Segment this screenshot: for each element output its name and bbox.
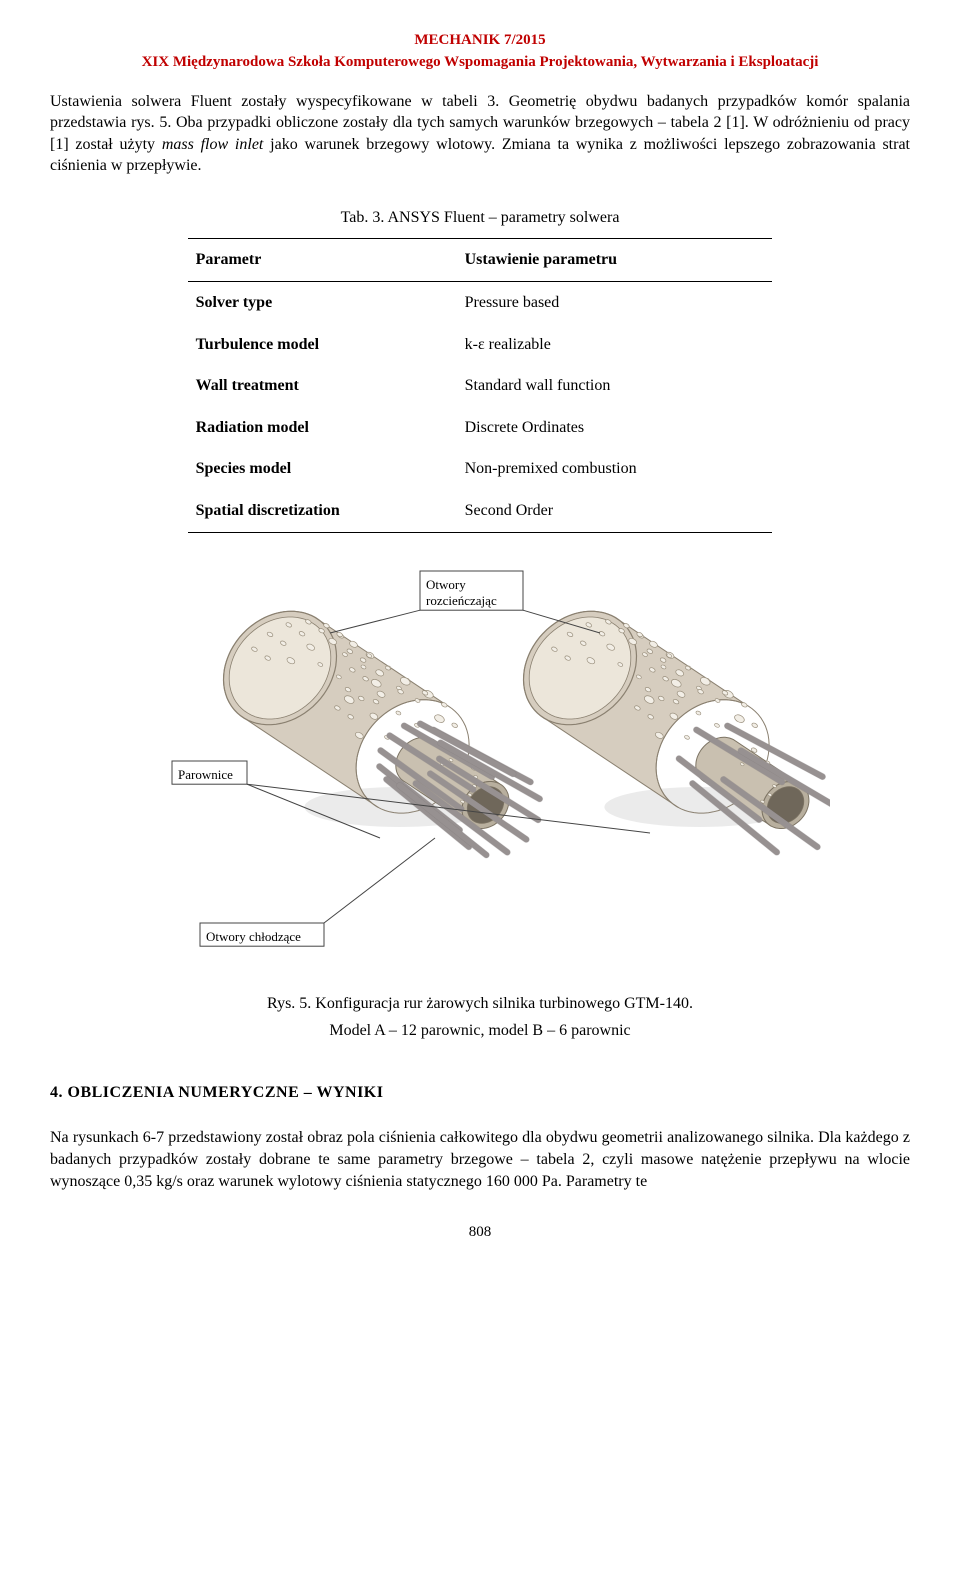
figure-caption-2: Model A – 12 parownic, model B – 6 parow…	[50, 1020, 910, 1042]
table-cell: Turbulence model	[188, 324, 457, 366]
table-cell: Radiation model	[188, 407, 457, 449]
table-header-row: Parametr Ustawienie parametru	[188, 239, 773, 282]
svg-text:rozcieńczając: rozcieńczając	[426, 593, 497, 608]
figure-caption-1: Rys. 5. Konfiguracja rur żarowych silnik…	[50, 993, 910, 1015]
svg-text:Otwory: Otwory	[426, 577, 466, 592]
parameters-table: Parametr Ustawienie parametru Solver typ…	[188, 238, 773, 532]
table-row: Spatial discretization Second Order	[188, 490, 773, 532]
svg-text:Parownice: Parownice	[178, 767, 233, 782]
table-caption: Tab. 3. ANSYS Fluent – parametry solwera	[50, 207, 910, 229]
table-cell: Spatial discretization	[188, 490, 457, 532]
table-cell: Non-premixed combustion	[457, 448, 773, 490]
paragraph-2: Na rysunkach 6-7 przedstawiony został ob…	[50, 1127, 910, 1192]
svg-text:Otwory chłodzące: Otwory chłodzące	[206, 929, 301, 944]
table-row: Wall treatment Standard wall function	[188, 365, 773, 407]
section-title: 4. OBLICZENIA NUMERYCZNE – WYNIKI	[50, 1082, 910, 1104]
page-number: 808	[50, 1222, 910, 1242]
table-head-left: Parametr	[188, 239, 457, 282]
table-cell: Solver type	[188, 282, 457, 324]
table-cell: Second Order	[457, 490, 773, 532]
para1-italic: mass flow inlet	[162, 136, 264, 153]
figure-5: Otworyrozcieńczając Parownice Otwory chłod…	[50, 563, 910, 983]
paragraph-1: Ustawienia solwera Fluent zostały wyspec…	[50, 91, 910, 177]
table-row: Turbulence model k-ε realizable	[188, 324, 773, 366]
journal-header-subtitle: XIX Międzynarodowa Szkoła Komputerowego …	[50, 52, 910, 72]
journal-header-title: MECHANIK 7/2015	[50, 30, 910, 50]
table-cell: Pressure based	[457, 282, 773, 324]
table-cell: Wall treatment	[188, 365, 457, 407]
figure-svg: Otworyrozcieńczając Parownice Otwory chłod…	[130, 563, 830, 983]
table-cell: k-ε realizable	[457, 324, 773, 366]
table-head-right: Ustawienie parametru	[457, 239, 773, 282]
table-row: Species model Non-premixed combustion	[188, 448, 773, 490]
table-cell: Species model	[188, 448, 457, 490]
table-cell: Standard wall function	[457, 365, 773, 407]
table-row: Solver type Pressure based	[188, 282, 773, 324]
table-row: Radiation model Discrete Ordinates	[188, 407, 773, 449]
table-cell: Discrete Ordinates	[457, 407, 773, 449]
